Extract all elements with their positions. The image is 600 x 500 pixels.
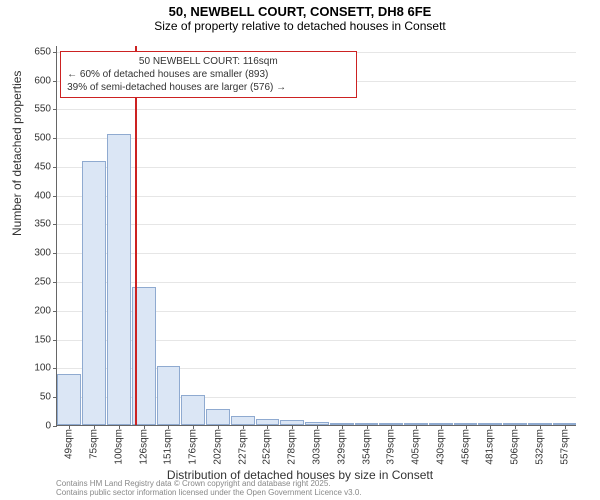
xtick-label: 176sqm — [188, 429, 199, 465]
bar — [206, 409, 230, 425]
footnote-line2: Contains public sector information licen… — [56, 488, 362, 498]
ytick-label: 400 — [34, 190, 57, 201]
ytick-label: 550 — [34, 104, 57, 115]
ytick-label: 600 — [34, 75, 57, 86]
xtick-label: 430sqm — [435, 429, 446, 465]
ytick-label: 450 — [34, 161, 57, 172]
ytick-label: 150 — [34, 334, 57, 345]
annotation-line1: 50 NEWBELL COURT: 116sqm — [67, 55, 349, 68]
bar — [107, 134, 131, 425]
chart-title-block: 50, NEWBELL COURT, CONSETT, DH8 6FE Size… — [0, 0, 600, 33]
annotation-box: 50 NEWBELL COURT: 116sqm← 60% of detache… — [60, 51, 356, 98]
xtick-label: 100sqm — [113, 429, 124, 465]
ytick-label: 500 — [34, 133, 57, 144]
xtick-label: 252sqm — [262, 429, 273, 465]
xtick-label: 303sqm — [312, 429, 323, 465]
xtick-label: 151sqm — [163, 429, 174, 465]
ytick-label: 100 — [34, 363, 57, 374]
xtick-label: 379sqm — [386, 429, 397, 465]
bar — [82, 161, 106, 425]
chart-title-sub: Size of property relative to detached ho… — [0, 19, 600, 33]
annotation-line2: ← 60% of detached houses are smaller (89… — [67, 68, 349, 81]
chart-title-main: 50, NEWBELL COURT, CONSETT, DH8 6FE — [0, 4, 600, 19]
xtick-label: 278sqm — [287, 429, 298, 465]
xtick-label: 456sqm — [460, 429, 471, 465]
xtick-label: 227sqm — [237, 429, 248, 465]
bar — [181, 395, 205, 425]
xtick-label: 202sqm — [212, 429, 223, 465]
xtick-label: 49sqm — [64, 429, 75, 459]
property-marker-line — [135, 46, 137, 425]
xtick-label: 329sqm — [336, 429, 347, 465]
bar — [57, 374, 81, 425]
ytick-label: 250 — [34, 277, 57, 288]
ytick-label: 200 — [34, 305, 57, 316]
xtick-label: 354sqm — [361, 429, 372, 465]
ytick-label: 50 — [40, 392, 57, 403]
xtick-label: 532sqm — [534, 429, 545, 465]
ytick-label: 300 — [34, 248, 57, 259]
ytick-label: 0 — [45, 421, 57, 432]
annotation-line3: 39% of semi-detached houses are larger (… — [67, 81, 349, 94]
xtick-label: 506sqm — [510, 429, 521, 465]
xtick-label: 126sqm — [138, 429, 149, 465]
chart-footnote: Contains HM Land Registry data © Crown c… — [56, 479, 362, 498]
chart-plot-area: 0501001502002503003504004505005506006504… — [56, 46, 576, 426]
ytick-label: 350 — [34, 219, 57, 230]
y-axis-title: Number of detached properties — [10, 71, 24, 236]
bar — [231, 416, 255, 425]
xtick-label: 481sqm — [485, 429, 496, 465]
ytick-label: 650 — [34, 46, 57, 57]
bar — [157, 366, 181, 425]
xtick-label: 75sqm — [89, 429, 100, 459]
footnote-line1: Contains HM Land Registry data © Crown c… — [56, 479, 362, 489]
xtick-label: 557sqm — [559, 429, 570, 465]
xtick-label: 405sqm — [411, 429, 422, 465]
